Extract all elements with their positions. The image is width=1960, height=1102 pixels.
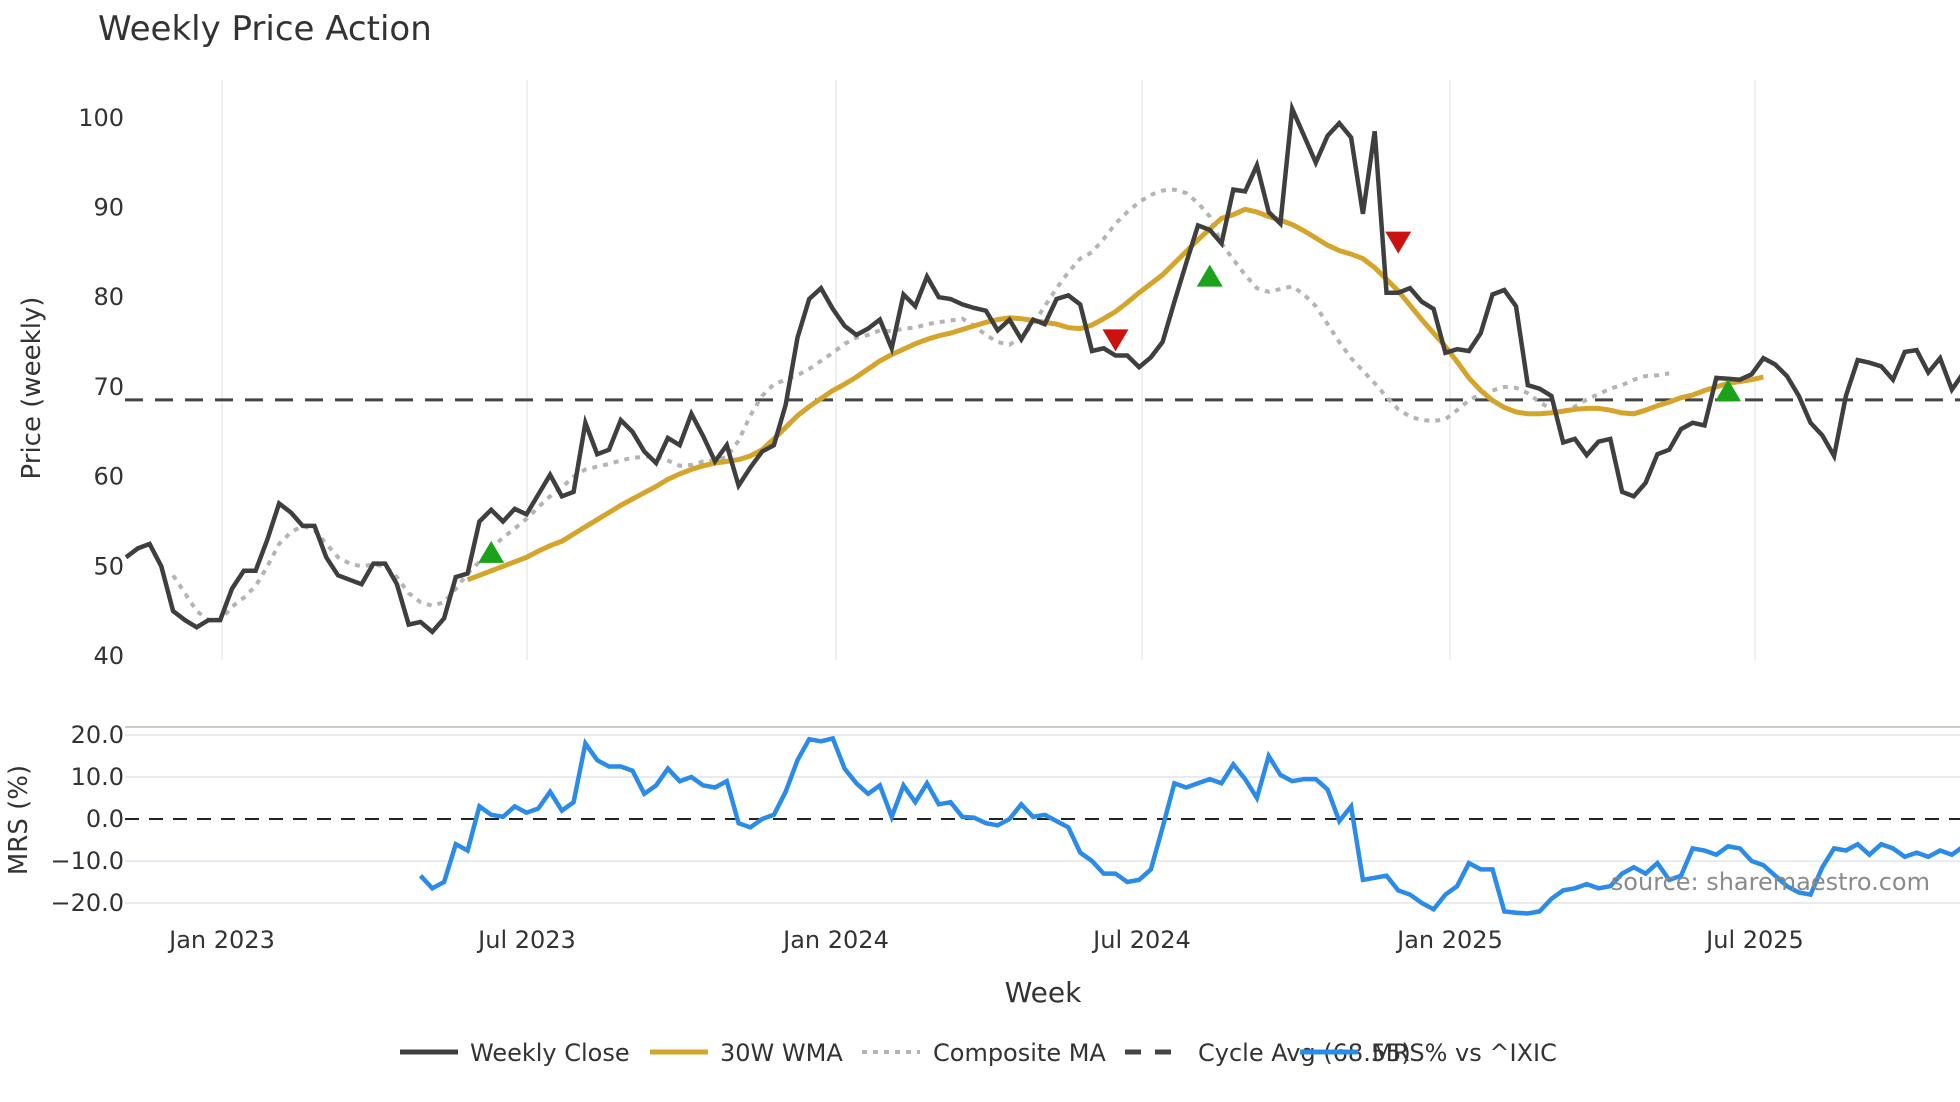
legend-item[interactable]: Weekly Close bbox=[400, 1039, 630, 1067]
price-y-tick-label: 50 bbox=[93, 552, 124, 580]
legend-item[interactable]: Cycle Avg (68.55) bbox=[1125, 1039, 1411, 1067]
chart-title: Weekly Price Action bbox=[98, 9, 432, 49]
x-tick-label: Jan 2023 bbox=[167, 926, 275, 954]
x-axis-label: Week bbox=[1005, 976, 1082, 1009]
price-y-tick-label: 70 bbox=[93, 373, 124, 401]
mrs-y-tick-label: 20.0 bbox=[71, 721, 124, 749]
mrs-y-axis-label: MRS (%) bbox=[4, 765, 34, 875]
legend-item[interactable]: MRS% vs ^IXIC bbox=[1300, 1039, 1557, 1067]
buy-signal-icon bbox=[478, 540, 505, 563]
composite-ma-line bbox=[171, 187, 1670, 623]
weekly-close-line bbox=[124, 100, 1960, 635]
mrs-y-tick-label: −10.0 bbox=[50, 847, 124, 875]
price-y-tick-label: 60 bbox=[93, 463, 124, 491]
legend-label: Weekly Close bbox=[470, 1039, 630, 1067]
mrs-y-tick-label: 10.0 bbox=[71, 763, 124, 791]
mrs-y-tick-label: −20.0 bbox=[50, 889, 124, 917]
price-y-tick-label: 40 bbox=[93, 642, 124, 670]
legend-label: MRS% vs ^IXIC bbox=[1372, 1039, 1557, 1067]
buy-signal-icon bbox=[1196, 264, 1223, 287]
x-tick-label: Jul 2024 bbox=[1091, 926, 1191, 954]
price-y-tick-label: 80 bbox=[93, 283, 124, 311]
legend-item[interactable]: 30W WMA bbox=[650, 1039, 843, 1067]
mrs-y-ticks: 20.0 10.0 0.0 −10.0 −20.0 bbox=[50, 721, 124, 917]
watermark: source: sharemaestro.com bbox=[1611, 868, 1930, 896]
price-y-tick-label: 90 bbox=[93, 194, 124, 222]
x-tick-label: Jan 2025 bbox=[1395, 926, 1503, 954]
mrs-y-tick-label: 0.0 bbox=[86, 805, 124, 833]
price-y-axis-label: Price (weekly) bbox=[17, 297, 47, 480]
x-tick-label: Jul 2023 bbox=[476, 926, 576, 954]
x-axis-ticks: Jan 2023 Jul 2023 Jan 2024 Jul 2024 Jan 2025… bbox=[167, 926, 1804, 954]
x-tick-label: Jan 2024 bbox=[781, 926, 889, 954]
legend-label: 30W WMA bbox=[720, 1039, 843, 1067]
sell-signal-icon bbox=[1385, 231, 1412, 254]
signal-markers bbox=[478, 231, 1742, 563]
mrs-panel: 20.0 10.0 0.0 −10.0 −20.0 MRS (%) source: sh… bbox=[4, 721, 1960, 917]
legend-item[interactable]: Composite MA bbox=[862, 1039, 1106, 1067]
buy-signal-icon bbox=[1715, 379, 1742, 402]
price-panel: 100 90 80 70 60 50 40 Price (weekly) bbox=[17, 80, 1960, 670]
price-y-ticks: 100 90 80 70 60 50 40 bbox=[78, 104, 124, 670]
x-tick-label: Jul 2025 bbox=[1704, 926, 1804, 954]
mrs-line bbox=[418, 735, 1960, 916]
legend-label: Composite MA bbox=[933, 1039, 1106, 1067]
wma-30w-line bbox=[466, 206, 1764, 583]
sell-signal-icon bbox=[1102, 329, 1129, 352]
price-y-tick-label: 100 bbox=[78, 104, 124, 132]
legend: Weekly Close 30W WMA Composite MA Cycle Avg… bbox=[400, 1039, 1557, 1067]
mrs-gridlines bbox=[125, 734, 1960, 904]
